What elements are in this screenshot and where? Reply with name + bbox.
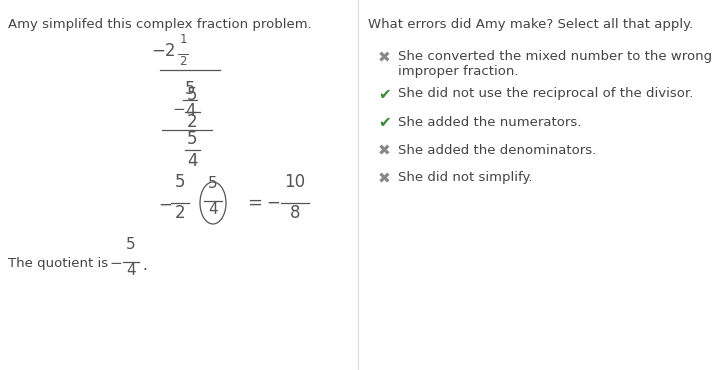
Text: −: − <box>110 256 122 270</box>
Text: She added the denominators.: She added the denominators. <box>398 144 596 157</box>
Text: 4: 4 <box>126 263 136 278</box>
Text: =: = <box>248 194 263 212</box>
Text: 4: 4 <box>208 202 218 217</box>
Text: 10: 10 <box>285 173 306 191</box>
Text: 4: 4 <box>187 152 197 170</box>
Text: 5: 5 <box>175 173 185 191</box>
Text: 5: 5 <box>126 237 136 252</box>
Text: 1: 1 <box>179 33 187 46</box>
Text: 2: 2 <box>186 113 197 131</box>
Text: 5: 5 <box>185 80 195 98</box>
Text: −: − <box>173 102 185 118</box>
Text: ✖: ✖ <box>378 172 391 186</box>
Text: 5: 5 <box>187 130 197 148</box>
Text: 5: 5 <box>187 86 197 104</box>
Text: ✔: ✔ <box>378 115 391 131</box>
Text: She converted the mixed number to the wrong: She converted the mixed number to the wr… <box>398 50 712 63</box>
Text: What errors did Amy make? Select all that apply.: What errors did Amy make? Select all tha… <box>368 18 693 31</box>
Text: 8: 8 <box>290 204 300 222</box>
Text: −2: −2 <box>151 42 176 60</box>
Text: ✖: ✖ <box>378 144 391 158</box>
Text: ✖: ✖ <box>378 50 391 65</box>
Text: 4: 4 <box>185 102 195 120</box>
Text: .: . <box>142 259 147 273</box>
Text: She did not simplify.: She did not simplify. <box>398 172 533 185</box>
Text: ✔: ✔ <box>378 87 391 102</box>
Text: 5: 5 <box>208 176 218 191</box>
Text: 2: 2 <box>179 55 187 68</box>
Text: −: − <box>158 196 172 214</box>
Text: −: − <box>266 194 280 212</box>
Text: The quotient is: The quotient is <box>8 256 108 269</box>
Text: improper fraction.: improper fraction. <box>398 64 518 77</box>
Text: Amy simplifed this complex fraction problem.: Amy simplifed this complex fraction prob… <box>8 18 312 31</box>
Text: She did not use the reciprocal of the divisor.: She did not use the reciprocal of the di… <box>398 87 693 101</box>
Text: 2: 2 <box>175 204 186 222</box>
Text: She added the numerators.: She added the numerators. <box>398 115 582 128</box>
